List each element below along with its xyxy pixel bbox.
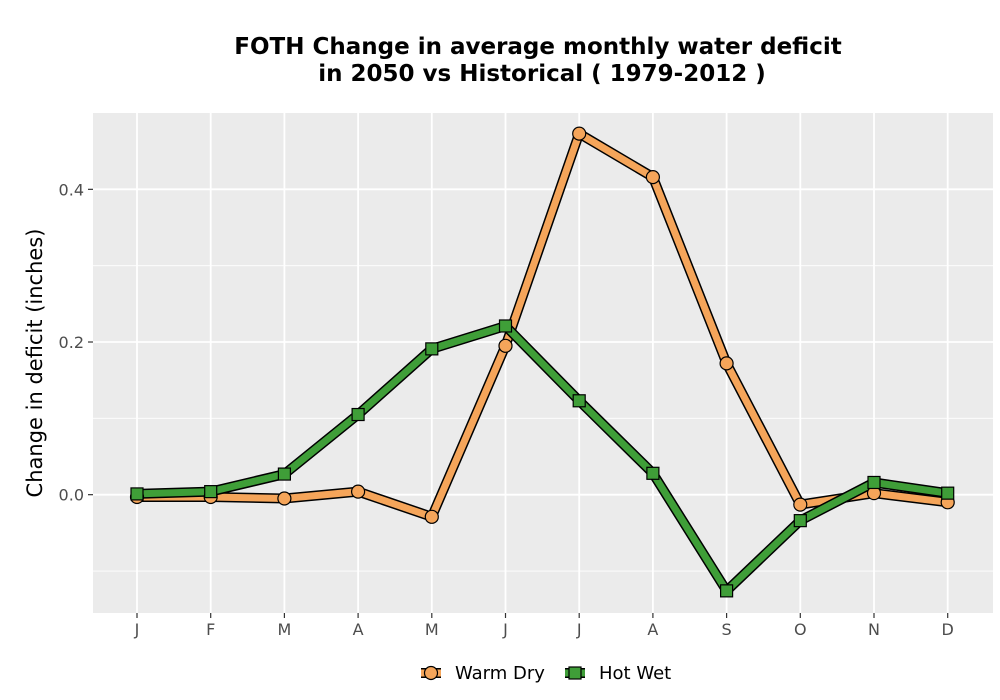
data-point-1-9 (793, 514, 807, 528)
data-point-1-8 (719, 584, 734, 598)
legend-item-hot-wet: Hot Wet (565, 663, 671, 684)
x-tick-label: M (277, 620, 291, 639)
data-point-1-1 (204, 485, 218, 499)
data-point-1-7 (646, 466, 660, 480)
x-tick-label: N (868, 620, 880, 639)
y-axis-ticks: 0.0 0.2 0.4 (59, 180, 93, 505)
data-point-1-11 (941, 486, 955, 500)
data-point-1-5 (498, 319, 513, 333)
data-point-0-8 (719, 356, 734, 371)
x-tick-label: O (794, 620, 807, 639)
legend-label-hot-wet: Hot Wet (599, 663, 671, 684)
data-point-1-2 (277, 467, 291, 481)
chart-title-line-2: in 2050 vs Historical ( 1979-2012 ) (318, 61, 765, 87)
y-axis-title: Change in deficit (inches) (23, 229, 47, 498)
data-point-1-3 (351, 407, 365, 422)
data-point-1-10 (867, 475, 881, 490)
data-point-0-6 (572, 126, 587, 141)
data-point-0-3 (351, 484, 366, 499)
data-point-0-9 (793, 497, 808, 512)
x-tick-label: J (576, 620, 582, 639)
y-tick-label: 0.4 (59, 180, 84, 199)
x-tick-label: J (134, 620, 140, 639)
series-lines (132, 128, 953, 596)
legend-item-warm-dry: Warm Dry (421, 663, 545, 684)
legend-label-warm-dry: Warm Dry (455, 663, 545, 684)
x-tick-label: D (942, 620, 954, 639)
y-tick-label: 0.0 (59, 486, 84, 505)
series-line-1 (133, 322, 952, 595)
legend-key-marker (568, 666, 582, 680)
y-tick-label: 0.2 (59, 333, 84, 352)
x-tick-label: F (206, 620, 215, 639)
series-markers (129, 126, 955, 598)
data-point-0-2 (277, 491, 292, 506)
x-tick-label: A (353, 620, 364, 639)
data-point-0-4 (424, 509, 439, 524)
legend: Warm Dry Hot Wet (421, 663, 671, 684)
x-tick-label: S (722, 620, 732, 639)
x-tick-label: J (502, 620, 508, 639)
data-point-0-5 (498, 338, 513, 353)
legend-key-marker (423, 665, 439, 681)
series-line-0 (133, 130, 952, 521)
data-point-0-7 (645, 170, 661, 185)
chart-title-line-1: FOTH Change in average monthly water def… (234, 34, 841, 60)
x-tick-label: M (425, 620, 439, 639)
data-point-1-4 (425, 342, 439, 356)
x-tick-label: A (647, 620, 658, 639)
data-point-1-0 (130, 487, 144, 501)
data-point-1-6 (572, 394, 586, 408)
